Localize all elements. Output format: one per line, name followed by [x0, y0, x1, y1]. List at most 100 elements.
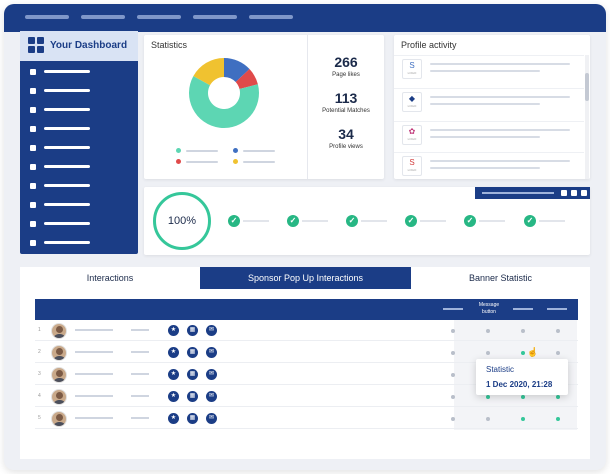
nav-item[interactable] [137, 15, 181, 19]
sidebar-item[interactable] [30, 88, 130, 95]
nav-item[interactable] [25, 15, 69, 19]
check-icon: ✓ [405, 215, 417, 227]
mail-icon[interactable]: ✉ [206, 391, 217, 402]
facebook-icon[interactable] [561, 190, 567, 196]
sidebar-header[interactable]: Your Dashboard [20, 31, 138, 61]
check-icon: ✓ [287, 215, 299, 227]
social-bar [475, 187, 590, 199]
mail-icon[interactable]: ✉ [206, 413, 217, 424]
stat-value: 113 [334, 90, 358, 106]
tab-interactions[interactable]: Interactions [86, 273, 134, 283]
tooltip-date: 1 Dec 2020, 21:28 [486, 380, 553, 389]
status-dot [451, 395, 455, 399]
profile-activity-label: Profile activity [401, 40, 457, 50]
star-icon[interactable]: ★ [168, 325, 179, 336]
statistics-card: Statistics 266 Page likes 113 Potential … [144, 35, 384, 179]
completion-ring: 100% [153, 192, 211, 250]
hand-cursor-icon: ☝ [527, 347, 539, 357]
sidebar-item[interactable] [30, 126, 130, 133]
stat-label: Profile views [329, 144, 363, 150]
activity-item[interactable]: S LOGO [394, 152, 584, 178]
status-dot [521, 329, 525, 333]
star-icon[interactable]: ★ [168, 391, 179, 402]
stat-value: 34 [338, 126, 354, 142]
top-navigation-bar [4, 4, 606, 32]
check-icon: ✓ [228, 215, 240, 227]
scrollbar-thumb[interactable] [585, 73, 589, 101]
activity-item[interactable]: ◆ LOGO [394, 88, 584, 114]
status-dot [486, 417, 490, 421]
linkedin-icon[interactable] [581, 190, 587, 196]
avatar [51, 345, 67, 361]
stat-value: 266 [334, 54, 358, 70]
sidebar-item[interactable] [30, 69, 130, 76]
status-dot [486, 395, 490, 399]
profile-activity-card: Profile activity S LOGO ◆ LOGO ✿ LOGO S LOGO [394, 35, 590, 179]
avatar [51, 411, 67, 427]
table-row[interactable]: 1 ★ ▦ ✉ [35, 320, 578, 341]
calendar-icon[interactable]: ▦ [187, 347, 198, 358]
interactions-table: Message button 1 ★ ▦ ✉ 2 ★ ▦ ✉ 3 ★ ▦ ✉ [20, 289, 590, 459]
status-dot [521, 395, 525, 399]
activity-item[interactable]: ✿ LOGO [394, 121, 584, 147]
donut-slice-yellow [193, 58, 224, 86]
statistics-label: Statistics [151, 40, 188, 50]
status-dot [486, 351, 490, 355]
star-icon[interactable]: ★ [168, 347, 179, 358]
sidebar-title: Your Dashboard [50, 40, 128, 51]
calendar-icon[interactable]: ▦ [187, 369, 198, 380]
sidebar-item[interactable] [30, 145, 130, 152]
message-button-header: Message button [478, 302, 500, 315]
tab-bar: Interactions Sponsor Pop Up Interactions… [20, 267, 590, 289]
tooltip-title: Statistic [486, 365, 515, 374]
donut-slice-blue [224, 58, 250, 83]
stats-divider [307, 35, 308, 179]
logo-mark-icon: S [409, 158, 415, 167]
tab-banner-statistic[interactable]: Banner Statistic [468, 273, 533, 283]
status-dot[interactable] [521, 351, 525, 355]
legend-dot-teal [176, 148, 181, 153]
logo-mark-icon: ✿ [408, 127, 416, 136]
donut-slice-red [235, 69, 258, 90]
nav-item[interactable] [193, 15, 237, 19]
calendar-icon[interactable]: ▦ [187, 391, 198, 402]
statistics-donut-chart [189, 58, 259, 128]
table-row[interactable]: 4 ★ ▦ ✉ [35, 386, 578, 407]
star-icon[interactable]: ★ [168, 369, 179, 380]
nav-item[interactable] [81, 15, 125, 19]
mail-icon[interactable]: ✉ [206, 369, 217, 380]
legend-dot-blue [233, 148, 238, 153]
twitter-icon[interactable] [571, 190, 577, 196]
check-icon: ✓ [464, 215, 476, 227]
activity-item[interactable]: S LOGO [394, 55, 584, 81]
sidebar-item[interactable] [30, 183, 130, 190]
stat-page-likes: 266 Page likes [308, 54, 384, 78]
mail-icon[interactable]: ✉ [206, 325, 217, 336]
sidebar-item[interactable] [30, 240, 130, 247]
calendar-icon[interactable]: ▦ [187, 325, 198, 336]
star-icon[interactable]: ★ [168, 413, 179, 424]
nav-item[interactable] [249, 15, 293, 19]
sidebar-item[interactable] [30, 164, 130, 171]
avatar [51, 389, 67, 405]
company-logo: S LOGO [402, 59, 422, 79]
legend-dot-red [176, 159, 181, 164]
sidebar-item[interactable] [30, 202, 130, 209]
sidebar-item[interactable] [30, 107, 130, 114]
legend-dot-yellow [233, 159, 238, 164]
tab-sponsor-pop-up-interactions[interactable]: Sponsor Pop Up Interactions [200, 267, 411, 289]
donut-slice-teal [189, 76, 259, 128]
calendar-icon[interactable]: ▦ [187, 413, 198, 424]
logo-mark-icon: ◆ [408, 94, 416, 103]
sidebar-item[interactable] [30, 221, 130, 228]
activity-scrollbar[interactable] [585, 55, 589, 179]
stat-profile-views: 34 Profile views [308, 126, 384, 150]
table-row[interactable]: 2 ★ ▦ ✉ [35, 342, 578, 363]
status-dot [556, 417, 560, 421]
mail-icon[interactable]: ✉ [206, 347, 217, 358]
avatar [51, 323, 67, 339]
status-dot [556, 329, 560, 333]
stat-potential-matches: 113 Potential Matches [308, 90, 384, 114]
table-row[interactable]: 5 ★ ▦ ✉ [35, 408, 578, 429]
dashboard-grid-icon [28, 37, 46, 55]
